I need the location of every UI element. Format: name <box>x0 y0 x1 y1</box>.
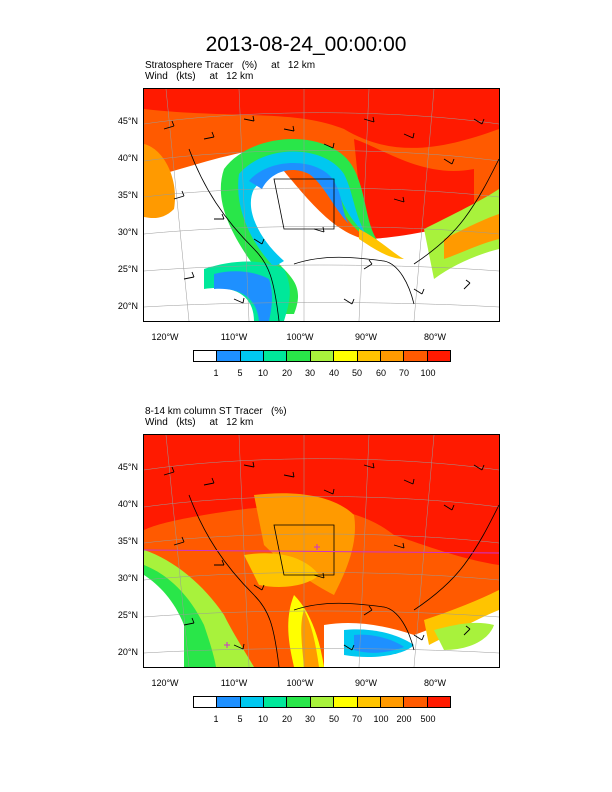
panel2-lat-label: 25°N <box>117 610 138 620</box>
panel1-subtitle-tracer: Stratosphere Tracer (%) at 12 km <box>145 60 316 71</box>
panel1-lat-label: 40°N <box>117 153 138 163</box>
panel2-map <box>143 434 500 668</box>
panel2-lat-label: 20°N <box>117 647 138 657</box>
colorbar-swatch <box>404 697 428 707</box>
panel2-lat-label: 45°N <box>117 462 138 472</box>
panel2-lon-label: 120°W <box>151 678 179 688</box>
panel1-colorbar-label: 100 <box>420 368 436 378</box>
panel2-colorbar-label: 10 <box>257 714 268 724</box>
panel2-colorbar-label: 1 <box>213 714 219 724</box>
panel1-lon-label: 100°W <box>286 332 314 342</box>
panel1-lat-label: 35°N <box>117 190 138 200</box>
panel2-colorbar-label: 5 <box>237 714 243 724</box>
panel2-lat-label: 30°N <box>117 573 138 583</box>
panel2-subtitle-tracer: 8-14 km column ST Tracer (%) <box>145 406 287 417</box>
panel1-colorbar-label: 70 <box>398 368 409 378</box>
plot-title: 2013-08-24_00:00:00 <box>205 33 407 56</box>
colorbar-swatch <box>240 351 265 361</box>
panel1-map <box>143 88 500 322</box>
colorbar-swatch <box>404 351 428 361</box>
colorbar-swatch <box>334 697 358 707</box>
colorbar-swatch <box>380 697 405 707</box>
panel2-lat-label: 40°N <box>117 499 138 509</box>
panel1-lon-label: 90°W <box>354 332 378 342</box>
panel1-lat-label: 30°N <box>117 227 138 237</box>
colorbar-swatch <box>357 697 381 707</box>
panel2-lat-label: 35°N <box>117 536 138 546</box>
panel2-colorbar-label: 30 <box>304 714 315 724</box>
panel2-colorbar-label: 100 <box>373 714 389 724</box>
panel2-colorbar-label: 50 <box>328 714 339 724</box>
panel2-colorbar-label: 200 <box>396 714 412 724</box>
colorbar-swatch <box>240 697 265 707</box>
panel2-lon-label: 110°W <box>220 678 248 688</box>
colorbar-swatch <box>194 351 218 361</box>
panel2-colorbar-label: 20 <box>281 714 292 724</box>
panel1-lat-label: 20°N <box>117 301 138 311</box>
panel1-colorbar-label: 10 <box>257 368 268 378</box>
panel1-lon-label: 80°W <box>423 332 447 342</box>
panel1-subtitle-wind: Wind (kts) at 12 km <box>145 71 254 82</box>
panel1-map-field <box>144 89 499 321</box>
colorbar-swatch <box>264 697 288 707</box>
panel1-colorbar-label: 20 <box>281 368 292 378</box>
colorbar-swatch <box>264 351 288 361</box>
panel1-colorbar-label: 40 <box>328 368 339 378</box>
panel1-colorbar-label: 30 <box>304 368 315 378</box>
panel2-colorbar-label: 500 <box>420 714 436 724</box>
panel1-colorbar-label: 1 <box>213 368 219 378</box>
colorbar-swatch <box>357 351 381 361</box>
panel2-lon-label: 80°W <box>423 678 447 688</box>
colorbar-swatch <box>287 351 311 361</box>
panel1-lon-label: 120°W <box>151 332 179 342</box>
panel1-lat-label: 45°N <box>117 116 138 126</box>
panel2-lon-label: 90°W <box>354 678 378 688</box>
panel2-map-field <box>144 435 499 667</box>
panel2-colorbar <box>193 696 451 708</box>
colorbar-swatch <box>194 697 218 707</box>
panel2-colorbar-label: 70 <box>351 714 362 724</box>
colorbar-swatch <box>334 351 358 361</box>
panel1-colorbar-label: 50 <box>351 368 362 378</box>
panel1-lon-label: 110°W <box>220 332 248 342</box>
panel2-subtitle-wind: Wind (kts) at 12 km <box>145 417 254 428</box>
colorbar-swatch <box>310 697 335 707</box>
panel1-colorbar-label: 5 <box>237 368 243 378</box>
panel1-colorbar-label: 60 <box>375 368 386 378</box>
colorbar-swatch <box>380 351 405 361</box>
colorbar-swatch <box>217 351 241 361</box>
colorbar-swatch <box>427 697 450 707</box>
colorbar-swatch <box>427 351 450 361</box>
colorbar-swatch <box>217 697 241 707</box>
panel2-lon-label: 100°W <box>286 678 314 688</box>
colorbar-swatch <box>310 351 335 361</box>
colorbar-swatch <box>287 697 311 707</box>
panel1-lat-label: 25°N <box>117 264 138 274</box>
panel1-colorbar <box>193 350 451 362</box>
